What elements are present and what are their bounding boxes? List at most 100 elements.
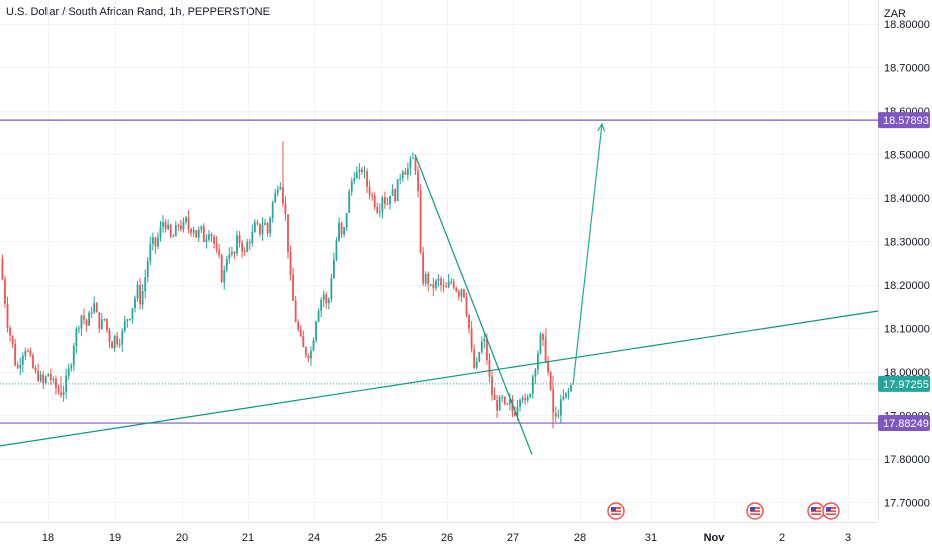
candlestick-series: [1, 141, 572, 429]
candle-body: [531, 376, 534, 394]
candle-body: [246, 241, 249, 252]
flag-stripe: [750, 512, 760, 514]
candle-body: [21, 355, 24, 365]
projection-arrow[interactable]: [572, 123, 603, 386]
candle-body: [355, 172, 358, 179]
candle-body: [144, 277, 147, 292]
candle-body: [202, 226, 205, 242]
candle-body: [197, 229, 200, 238]
candle-body: [539, 333, 542, 354]
candle-body: [159, 227, 162, 238]
time-axis[interactable]: 18 19 20 21 24 25 26 27 28 31 Nov 2 3: [42, 532, 851, 544]
us-flag-event-icon[interactable]: [746, 502, 764, 520]
time-tick-label: Nov: [704, 532, 726, 544]
candle-body: [404, 171, 407, 175]
time-tick-label: 19: [109, 532, 121, 544]
candle-body: [330, 278, 333, 300]
candle-body: [16, 365, 19, 368]
candle-body: [228, 254, 231, 259]
candle-body: [139, 285, 141, 305]
candle-body: [422, 252, 425, 284]
candle-body: [450, 281, 453, 283]
candle-body: [52, 378, 55, 380]
price-tick-label: 18.70000: [884, 62, 930, 74]
event-markers[interactable]: [607, 502, 840, 520]
candle-body: [340, 222, 343, 235]
candle-body: [80, 315, 83, 329]
price-tick-label: 18.10000: [884, 323, 930, 335]
candle-body: [391, 189, 394, 196]
candle-body: [55, 378, 57, 389]
candle-body: [70, 365, 73, 369]
candle-body: [537, 353, 539, 370]
price-tag: [878, 112, 930, 129]
candle-body: [182, 222, 185, 230]
candle-body: [78, 328, 80, 330]
candle-body: [317, 310, 320, 322]
candle-body: [312, 340, 315, 351]
drawing-lines[interactable]: [0, 119, 879, 455]
candle-body: [39, 374, 42, 381]
candle-body: [496, 399, 498, 411]
candle-body: [259, 223, 261, 235]
rising-trendline[interactable]: [0, 310, 879, 447]
candle-body: [187, 217, 190, 230]
candle-body: [414, 157, 417, 172]
candle-body: [363, 171, 366, 173]
candle-body: [310, 350, 312, 359]
candle-body: [233, 251, 236, 254]
candle-body: [151, 237, 154, 244]
candle-body: [44, 376, 47, 383]
candle-body: [498, 397, 501, 411]
candle-body: [24, 350, 27, 356]
candle-body: [389, 195, 391, 205]
chart-title: U.S. Dollar / South African Rand, 1h, PE…: [6, 6, 270, 18]
projection-arrow-head: [597, 122, 606, 132]
candle-body: [106, 318, 108, 331]
candle-body: [172, 236, 175, 238]
candle-body: [129, 318, 131, 320]
candle-body: [251, 232, 254, 243]
candle-body: [6, 303, 9, 328]
flag-canton: [750, 507, 755, 511]
candle-body: [131, 308, 134, 319]
candle-body: [516, 406, 519, 416]
candle-body: [284, 203, 287, 215]
candle-body: [162, 222, 164, 228]
candle-body: [417, 171, 419, 192]
us-flag-event-icon[interactable]: [807, 502, 825, 520]
candle-body: [9, 327, 11, 336]
candle-body: [557, 415, 560, 417]
candle-body: [307, 355, 310, 359]
candle-body: [562, 396, 565, 400]
candle-body: [442, 285, 445, 287]
candle-body: [185, 217, 187, 223]
us-flag-event-icon[interactable]: [822, 502, 840, 520]
candle-body: [225, 258, 228, 271]
candle-body: [123, 320, 126, 331]
candle-body: [299, 329, 302, 336]
falling-trendline[interactable]: [414, 154, 533, 455]
us-flag-event-icon[interactable]: [607, 502, 625, 520]
time-tick-label: 21: [242, 532, 254, 544]
time-tick-label: 27: [507, 532, 519, 544]
candle-body: [208, 234, 210, 240]
candle-body: [396, 179, 399, 201]
candle-body: [220, 255, 223, 283]
candle-body: [475, 361, 478, 368]
candle-body: [134, 298, 136, 309]
candle-body: [269, 218, 272, 234]
candle-body: [343, 227, 345, 235]
candle-body: [164, 222, 167, 229]
candle-body: [271, 202, 274, 219]
candle-body: [100, 319, 103, 329]
candle-body: [62, 391, 65, 395]
candle-body: [88, 312, 90, 326]
candle-body: [480, 341, 483, 353]
currency-label: ZAR: [884, 8, 906, 20]
candle-body: [47, 373, 50, 377]
candle-body: [238, 235, 241, 244]
candle-body: [248, 241, 251, 243]
price-tag: [878, 375, 930, 392]
